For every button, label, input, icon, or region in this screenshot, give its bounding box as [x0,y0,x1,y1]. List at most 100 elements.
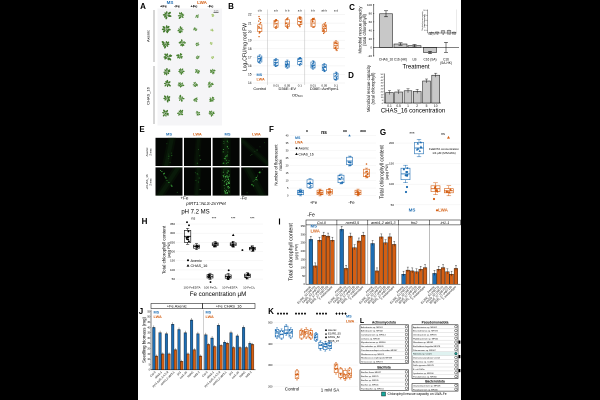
svg-text:10 FeCl₃: 10 FeCl₃ [243,285,256,289]
svg-text:LB: LB [442,34,444,36]
svg-text:1 cm: 1 cm [214,11,219,13]
svg-text:0.05: 0.05 [284,84,290,88]
svg-text:25: 25 [381,89,384,91]
svg-text:0.1: 0.1 [334,84,339,88]
svg-text:20: 20 [248,30,252,34]
svg-text:(µg/g FW): (µg/g FW) [167,242,171,258]
svg-text:10 FeEDTA: 10 FeEDTA [222,285,237,289]
svg-text:10: 10 [434,104,438,108]
svg-text:d b: d b [258,9,263,13]
svg-text:Axenic: Axenic [334,285,344,295]
svg-text:60: 60 [369,20,373,24]
svg-text:Axenic: Axenic [303,285,313,295]
svg-text:Col-0: Col-0 [149,370,157,378]
svg-text:0.01: 0.01 [310,84,316,88]
svg-text:C16-3: C16-3 [452,34,456,36]
svg-text:Microbial rescue capacity: Microbial rescue capacity [358,6,363,54]
svg-text:C16: C16 [436,34,439,36]
svg-text:21: 21 [248,21,252,25]
svg-text:MS: MS [311,223,318,228]
svg-text:LWA: LWA [206,315,214,319]
svg-text:Col-0: Col-0 [317,221,327,225]
svg-text:14: 14 [248,81,252,85]
svg-text:-Fe: -Fe [208,4,215,9]
svg-text:2: 2 [416,104,418,108]
svg-text:+Fe Axenic: +Fe Axenic [167,303,187,308]
svg-text:FeEDTA concentration: FeEDTA concentration [429,147,459,151]
svg-text:ns: ns [191,217,195,221]
svg-text:Leifsonia sp. MF108: Leifsonia sp. MF108 [361,338,381,340]
svg-text:-Fe: -Fe [240,196,247,201]
svg-text:Axenic: Axenic [146,30,151,42]
svg-text:Total chlorophyll content: Total chlorophyll content [289,223,295,281]
svg-text:0: 0 [370,46,372,50]
svg-text:20: 20 [286,164,289,168]
svg-text:100: 100 [367,3,372,7]
svg-text:35: 35 [286,141,289,145]
svg-text:35: 35 [147,332,150,335]
svg-text:LWA: LWA [197,0,207,5]
svg-text:-20: -20 [368,54,373,58]
svg-text:Microbial rescue capacity: Microbial rescue capacity [366,64,371,112]
svg-text:-Fe: -Fe [307,213,315,219]
svg-text:Treatment: Treatment [402,65,429,71]
svg-text:LB: LB [413,58,417,62]
svg-text:LWA: LWA [193,132,202,137]
svg-text:10.0: 10.0 [423,10,426,12]
svg-text:40: 40 [147,326,150,329]
svg-text:CHAS_16: CHAS_16 [379,58,393,62]
svg-text:30: 30 [286,149,289,153]
svg-text:Pseudomonas sp. MF050: Pseudomonas sp. MF050 [413,377,438,379]
svg-text:22: 22 [248,13,252,17]
svg-text:7.5: 7.5 [424,15,426,17]
svg-text:0.01: 0.01 [273,84,279,88]
svg-text:20: 20 [369,37,373,41]
svg-text:A: A [140,2,146,11]
svg-text:aba2-1: aba2-1 [154,370,163,379]
svg-text:+Fe: +Fe [310,200,318,205]
svg-text:C16: C16 [443,58,449,62]
svg-text:coi1-16: coi1-16 [179,370,189,380]
svg-text:coi1-16: coi1-16 [231,370,241,380]
svg-text:ns: ns [441,132,445,136]
svg-text:400: 400 [268,342,273,346]
svg-text:100: 100 [389,182,394,186]
svg-text:5: 5 [426,104,428,108]
svg-text:30: 30 [381,86,384,88]
svg-text:jin1: jin1 [175,370,182,377]
svg-text:Bacillus sp. MF105: Bacillus sp. MF105 [361,380,379,382]
svg-text:H: H [142,217,148,226]
svg-text:***: *** [409,131,415,136]
svg-text:L: L [360,318,365,325]
svg-text:Variovorax paradoxus CL014: Variovorax paradoxus CL014 [413,357,441,360]
svg-text:NahG: NahG [238,370,247,379]
svg-text:15: 15 [286,171,289,175]
svg-text:Microbial rescue capacity: Microbial rescue capacity [421,11,424,30]
svg-text:Total chlorophyll content: Total chlorophyll content [380,145,386,199]
svg-text:CHAS_16 concentration: CHAS_16 concentration [381,109,445,115]
svg-text:LWA: LWA [154,315,162,319]
svg-text:0: 0 [149,369,151,372]
svg-text:sid2-2: sid2-2 [192,370,201,379]
svg-text:Bacillus flexus MF027: Bacillus flexus MF027 [361,372,382,374]
svg-text:Axenic: Axenic [328,328,337,332]
svg-text:Burkholderia brypolita MF378: Burkholderia brypolita MF378 [413,345,441,348]
svg-text:areb1,2 abf1,3: areb1,2 abf1,3 [371,221,396,225]
svg-text:Rhizobium sp. MF062: Rhizobium sp. MF062 [413,342,434,344]
svg-text:E. coli DH5a: E. coli DH5a [413,369,425,371]
svg-text:a d: a d [334,9,339,13]
svg-text:Brevundimonas sp. MF374: Brevundimonas sp. MF374 [413,330,439,333]
svg-text:250: 250 [170,240,175,244]
svg-text:Phyllobacterium sp. MF002: Phyllobacterium sp. MF002 [413,337,439,340]
svg-text:350: 350 [301,224,306,228]
svg-text:150: 150 [170,259,175,263]
svg-text:sid2-2: sid2-2 [244,370,253,379]
svg-text:50: 50 [302,274,305,278]
svg-text:+: + [325,339,327,343]
svg-text:+Fe CHAS_16: +Fe CHAS_16 [216,303,243,308]
svg-text:D36E::EV: D36E::EV [279,86,297,91]
svg-text:fro2: fro2 [411,221,418,225]
svg-text:Axenic: Axenic [365,285,375,295]
svg-text:80: 80 [369,12,373,16]
svg-text:C16-2: C16-2 [447,34,451,36]
